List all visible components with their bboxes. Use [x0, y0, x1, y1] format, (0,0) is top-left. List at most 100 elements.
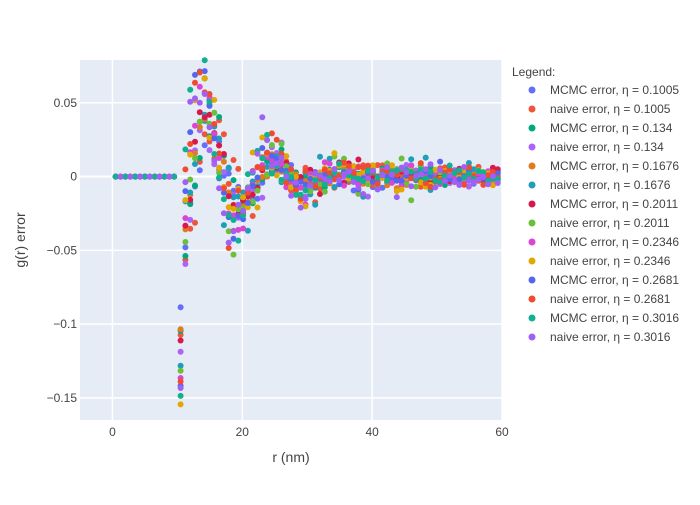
scatter-point — [182, 197, 189, 204]
scatter-point — [273, 172, 280, 179]
scatter-point — [249, 149, 256, 156]
scatter-point — [365, 162, 371, 169]
scatter-point — [192, 219, 198, 226]
scatter-point — [249, 168, 256, 175]
scatter-point — [182, 239, 189, 245]
scatter-point — [485, 181, 492, 188]
scatter-point — [244, 171, 251, 178]
legend-item[interactable]: MCMC error, η = 0.1676 — [528, 159, 680, 173]
scatter-point — [480, 173, 487, 180]
scatter-point — [264, 131, 271, 138]
x-tick-label: 40 — [365, 425, 379, 439]
scatter-point — [384, 182, 391, 189]
scatter-point — [235, 201, 242, 208]
scatter-point — [288, 166, 295, 173]
scatter-point — [302, 187, 309, 194]
scatter-point — [225, 245, 232, 251]
legend-label: MCMC error, η = 0.1005 — [550, 83, 679, 97]
legend-item[interactable]: MCMC error, η = 0.1005 — [528, 83, 680, 97]
legend[interactable]: Legend: MCMC error, η = 0.1005 naive erro… — [512, 65, 679, 344]
scatter-point — [230, 212, 237, 219]
scatter-point — [350, 179, 357, 185]
scatter-point — [196, 69, 203, 76]
scatter-point — [235, 187, 242, 194]
scatter-point — [297, 191, 304, 198]
scatter-point — [374, 174, 381, 181]
scatter-point — [336, 181, 343, 188]
scatter-point — [456, 167, 463, 174]
scatter-point — [317, 185, 323, 192]
scatter-point — [264, 158, 271, 165]
scatter-point — [187, 151, 194, 158]
scatter-point — [196, 155, 203, 161]
scatter-point — [216, 150, 223, 157]
scatter-point — [225, 204, 232, 211]
legend-item[interactable]: naive error, η = 0.2346 — [528, 254, 671, 268]
scatter-point — [196, 167, 203, 174]
scatter-point — [278, 140, 285, 147]
scatter-point — [365, 167, 371, 174]
scatter-point — [177, 348, 184, 355]
legend-item[interactable]: naive error, η = 0.134 — [528, 140, 665, 154]
legend-item[interactable]: MCMC error, η = 0.134 — [528, 121, 673, 135]
legend-label: naive error, η = 0.3016 — [550, 330, 671, 344]
scatter-point — [259, 194, 266, 201]
scatter-point — [393, 167, 400, 174]
scatter-point — [312, 183, 319, 190]
scatter-point — [192, 122, 198, 129]
scatter-point — [249, 182, 256, 189]
scatter-point — [379, 172, 386, 179]
scatter-point — [422, 175, 429, 182]
scatter-point — [494, 170, 501, 177]
scatter-point — [432, 166, 439, 173]
legend-item[interactable]: MCMC error, η = 0.2011 — [528, 197, 679, 211]
scatter-point — [264, 163, 271, 170]
scatter-point — [355, 156, 362, 163]
legend-item[interactable]: naive error, η = 0.3016 — [528, 330, 671, 344]
legend-item[interactable]: MCMC error, η = 0.3016 — [528, 311, 680, 325]
scatter-point — [389, 179, 395, 186]
scatter-point — [393, 171, 400, 178]
scatter-point — [321, 159, 328, 166]
legend-label: MCMC error, η = 0.2011 — [550, 197, 678, 211]
y-tick-label: −0.15 — [47, 391, 78, 405]
scatter-point — [317, 191, 323, 197]
scatter-point — [355, 164, 362, 171]
scatter-point — [393, 188, 400, 195]
scatter-point — [403, 162, 410, 168]
scatter-point — [211, 151, 218, 157]
scatter-point — [461, 174, 468, 181]
scatter-point — [317, 153, 323, 160]
scatter-point — [297, 204, 304, 211]
scatter-point — [192, 182, 198, 189]
scatter-point — [437, 167, 444, 173]
scatter-point — [177, 337, 184, 344]
scatter-point — [240, 212, 247, 219]
legend-item[interactable]: naive error, η = 0.1676 — [528, 178, 671, 192]
legend-item[interactable]: naive error, η = 0.2011 — [528, 216, 670, 230]
scatter-point — [211, 157, 218, 164]
legend-marker — [528, 200, 536, 208]
scatter-point — [132, 173, 139, 180]
scatter-point — [220, 185, 227, 192]
legend-item[interactable]: naive error, η = 0.2681 — [528, 292, 671, 306]
scatter-point — [427, 183, 434, 190]
scatter-point — [264, 149, 271, 156]
scatter-point — [451, 178, 458, 185]
scatter-point — [360, 178, 367, 184]
legend-label: MCMC error, η = 0.134 — [550, 121, 673, 135]
scatter-point — [249, 191, 256, 198]
scatter-point — [268, 142, 275, 148]
scatter-point — [283, 163, 290, 170]
scatter-point — [187, 216, 194, 223]
scatter-point — [398, 182, 405, 189]
legend-marker — [528, 333, 536, 341]
legend-item[interactable]: MCMC error, η = 0.2681 — [528, 273, 680, 287]
scatter-point — [259, 173, 266, 180]
legend-item[interactable]: naive error, η = 0.1005 — [528, 102, 671, 116]
scatter-point — [302, 203, 309, 210]
scatter-point — [403, 169, 410, 176]
scatter-point — [345, 163, 352, 170]
scatter-point — [192, 155, 198, 162]
legend-item[interactable]: MCMC error, η = 0.2346 — [528, 235, 680, 249]
